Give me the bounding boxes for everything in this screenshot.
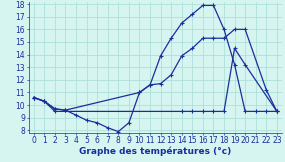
X-axis label: Graphe des températures (°c): Graphe des températures (°c) <box>79 147 231 156</box>
